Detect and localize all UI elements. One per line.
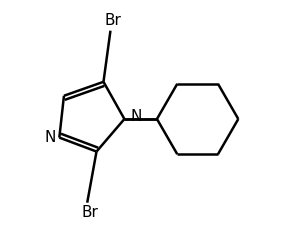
Text: Br: Br xyxy=(81,205,98,220)
Text: N: N xyxy=(130,109,142,124)
Text: Br: Br xyxy=(104,13,121,28)
Text: N: N xyxy=(44,130,56,145)
